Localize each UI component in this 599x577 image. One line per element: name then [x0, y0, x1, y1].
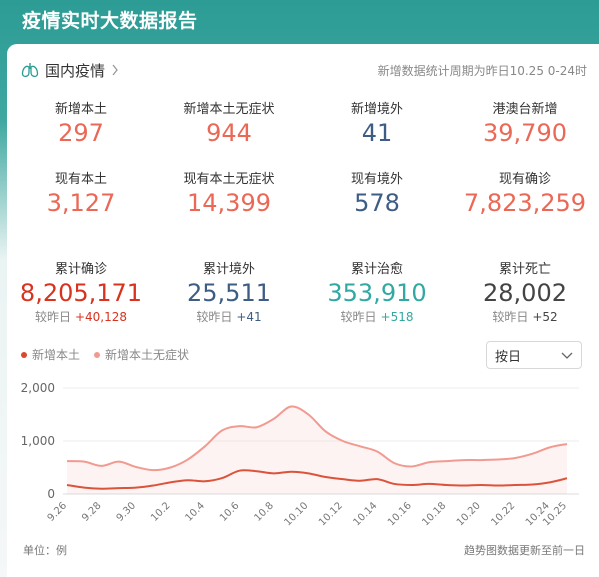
stats-row-cumulative: 累计确诊 8,205,171 较昨日 +40,128 累计境外 25,511 较昨…	[7, 258, 599, 325]
chart-legend: 新增本土 新增本土无症状	[21, 346, 203, 363]
stat-label: 新增境外	[350, 102, 403, 117]
stat-value: 39,790	[483, 119, 567, 147]
stats-card: 国内疫情 新增数据统计周期为昨日10.25 0-24时 新增本土 297 新增本…	[7, 44, 599, 577]
lungs-icon	[21, 63, 39, 78]
update-note: 趋势图数据更新至前一日	[464, 544, 585, 557]
stats-row-new: 新增本土 297 新增本土无症状 944 新增境外 41 港澳台新增 39,79…	[7, 98, 599, 147]
x-tick-label: 9.26	[46, 500, 70, 524]
stat-total-confirmed: 累计确诊 8,205,171 较昨日 +40,128	[7, 258, 155, 325]
y-tick-label: 2,000	[21, 381, 55, 395]
unit-label: 单位：例	[23, 544, 67, 557]
stat-delta-line: 较昨日 +40,128	[7, 308, 155, 325]
delta-label: 较昨日	[196, 310, 233, 324]
legend-item-new-local[interactable]: 新增本土	[21, 346, 80, 363]
stat-label: 现有本土无症状	[183, 172, 275, 187]
stat-label: 港澳台新增	[492, 102, 558, 117]
legend-dot	[21, 351, 27, 358]
stat-label: 累计确诊	[54, 262, 107, 277]
series-line-0	[66, 469, 568, 490]
legend-label: 新增本土无症状	[105, 348, 190, 362]
series-line-1	[66, 405, 568, 472]
x-tick-label: 10.12	[317, 500, 345, 528]
legend-item-new-asymptomatic[interactable]: 新增本土无症状	[94, 346, 189, 363]
section-header[interactable]: 国内疫情	[21, 58, 119, 82]
x-tick-label: 10.2	[149, 500, 173, 524]
stat-value: 297	[58, 119, 104, 147]
stat-current-local: 现有本土 3,127	[7, 168, 155, 217]
stat-label: 累计境外	[202, 262, 255, 277]
stat-delta-line: 较昨日 +52	[451, 308, 599, 325]
delta-label: 较昨日	[34, 310, 71, 324]
x-tick-label: 10.20	[455, 500, 483, 528]
stat-current-confirmed: 现有确诊 7,823,259	[451, 168, 599, 217]
section-title: 国内疫情	[45, 61, 106, 80]
stat-delta-line: 较昨日 +41	[155, 308, 303, 325]
x-tick-label: 10.14	[351, 500, 379, 528]
stat-total-deaths: 累计死亡 28,002 较昨日 +52	[451, 258, 599, 325]
stat-value: 353,910	[327, 279, 427, 307]
x-tick-label: 10.22	[489, 500, 517, 528]
stat-label: 现有确诊	[498, 172, 551, 187]
x-tick-label: 10.8	[252, 500, 276, 524]
x-tick-label: 10.4	[184, 500, 208, 524]
stat-label: 现有境外	[350, 172, 403, 187]
stat-new-local: 新增本土 297	[7, 98, 155, 147]
delta-label: 较昨日	[492, 310, 529, 324]
stat-value: 8,205,171	[19, 279, 143, 307]
stat-delta-line: 较昨日 +518	[303, 308, 451, 325]
chevron-right-icon	[112, 64, 118, 76]
stat-label: 新增本土无症状	[183, 102, 275, 117]
stat-value: 25,511	[187, 279, 271, 307]
select-value: 按日	[495, 349, 522, 365]
delta-value: +52	[532, 310, 558, 324]
legend-dot	[94, 351, 101, 358]
y-tick-label: 1,000	[21, 434, 55, 448]
series-area-1	[67, 406, 567, 494]
delta-value: +518	[380, 310, 414, 324]
stats-row-current: 现有本土 3,127 现有本土无症状 14,399 现有境外 578 现有确诊 …	[7, 168, 599, 217]
stat-total-imported: 累计境外 25,511 较昨日 +41	[155, 258, 303, 325]
stat-period-note: 新增数据统计周期为昨日10.25 0-24时	[377, 64, 587, 78]
stat-value: 7,823,259	[463, 189, 587, 217]
stat-value: 14,399	[187, 189, 271, 217]
y-tick-label: 0	[47, 487, 55, 501]
legend-label: 新增本土	[32, 348, 81, 362]
stat-new-local-asymptomatic: 新增本土无症状 944	[155, 98, 303, 147]
x-tick-label: 10.16	[386, 500, 414, 528]
stat-value: 41	[361, 119, 393, 147]
stat-label: 累计治愈	[350, 262, 403, 277]
delta-value: +41	[236, 310, 262, 324]
stat-total-recovered: 累计治愈 353,910 较昨日 +518	[303, 258, 451, 325]
stat-current-imported: 现有境外 578	[303, 168, 451, 217]
page-header: 疫情实时大数据报告	[0, 0, 599, 44]
stat-value: 578	[354, 189, 400, 217]
stat-value: 3,127	[46, 189, 116, 217]
x-tick-label: 10.10	[282, 500, 310, 528]
stat-label: 累计死亡	[498, 262, 551, 277]
x-tick-label: 9.30	[115, 500, 139, 524]
page-title: 疫情实时大数据报告	[22, 10, 198, 32]
stat-label: 新增本土	[54, 102, 107, 117]
stat-new-hk-macao-taiwan: 港澳台新增 39,790	[451, 98, 599, 147]
stat-label: 现有本土	[54, 172, 107, 187]
chevron-down-icon	[561, 352, 573, 359]
stat-new-imported: 新增境外 41	[303, 98, 451, 147]
x-tick-label: 9.28	[80, 500, 104, 524]
delta-value: +40,128	[74, 310, 128, 324]
x-tick-label: 10.6	[218, 500, 242, 524]
granularity-select[interactable]: 按日	[486, 341, 582, 369]
x-tick-label: 10.18	[420, 500, 448, 528]
stat-value: 944	[206, 119, 252, 147]
delta-label: 较昨日	[340, 310, 377, 324]
stat-value: 28,002	[483, 279, 567, 307]
stat-current-local-asymptomatic: 现有本土无症状 14,399	[155, 168, 303, 217]
